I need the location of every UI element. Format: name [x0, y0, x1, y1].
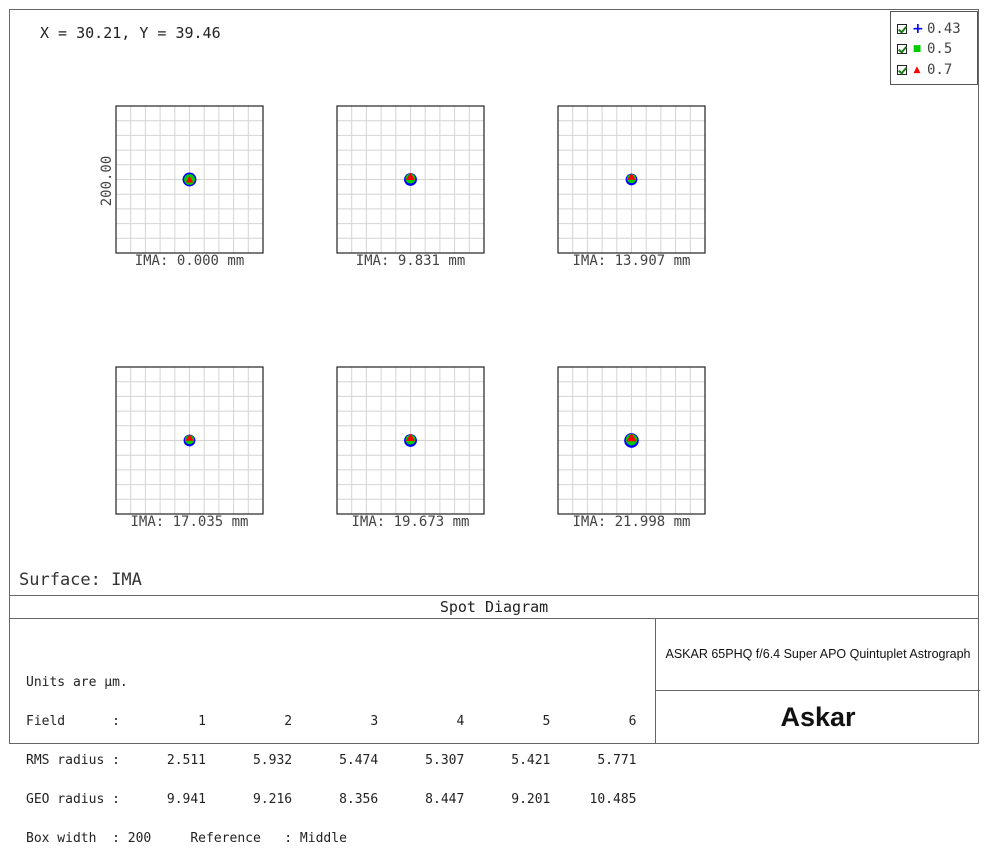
units-line: Units are µm.: [26, 675, 128, 690]
spot-label: IMA: 13.907 mm: [572, 253, 690, 269]
spot-0.7: [627, 173, 636, 180]
diagram-title: Spot Diagram: [9, 595, 979, 619]
legend-item-0.7[interactable]: ▲ 0.7: [897, 61, 952, 79]
spot-label: IMA: 17.035 mm: [130, 514, 248, 530]
triangle-marker-icon: ▲: [913, 65, 921, 75]
spot-0.7: [186, 175, 193, 183]
wavelength-legend: + 0.43 ■ 0.5 ▲ 0.7: [890, 11, 978, 85]
checkbox-icon[interactable]: [897, 65, 907, 75]
plus-marker-icon: +: [912, 21, 924, 37]
legend-item-0.43[interactable]: + 0.43: [897, 20, 961, 38]
legend-label: 0.5: [927, 41, 953, 57]
legend-label: 0.7: [927, 62, 953, 78]
field-row: Field : 1 2 3 4 5 6: [26, 714, 637, 729]
legend-label: 0.43: [927, 21, 961, 37]
spot-box-6: IMA: 21.998 mm: [557, 366, 706, 530]
spot-label: IMA: 9.831 mm: [356, 253, 466, 269]
rms-radius-row: RMS radius : 2.511 5.932 5.474 5.307 5.4…: [26, 753, 637, 768]
info-box: ASKAR 65PHQ f/6.4 Super APO Quintuplet A…: [655, 618, 980, 744]
box-width-row: Box width : 200 Reference : Middle: [26, 831, 347, 846]
checkbox-icon[interactable]: [897, 44, 907, 54]
surface-label: Surface: IMA: [19, 570, 142, 590]
spot-label: IMA: 19.673 mm: [351, 514, 469, 530]
spot-label: IMA: 21.998 mm: [572, 514, 690, 530]
plot-frame: [9, 9, 979, 744]
askar-logo: Askar: [780, 702, 856, 732]
scale-label: 200.00: [99, 156, 115, 207]
geo-radius-row: GEO radius : 9.941 9.216 8.356 8.447 9.2…: [26, 792, 637, 807]
spot-box-3: IMA: 13.907 mm: [557, 105, 706, 269]
lens-description: ASKAR 65PHQ f/6.4 Super APO Quintuplet A…: [656, 618, 980, 691]
spot-0.7: [626, 433, 637, 442]
spot-box-4: IMA: 17.035 mm: [115, 366, 264, 530]
spot-0.7: [406, 433, 415, 441]
square-marker-icon: ■: [912, 44, 922, 54]
cursor-coordinates: X = 30.21, Y = 39.46: [40, 24, 221, 42]
spot-box-2: IMA: 9.831 mm: [336, 105, 485, 269]
stats-table: Units are µm. Field : 1 2 3 4 5 6 RMS ra…: [26, 650, 636, 858]
spot-diagram-plot: 200.00 IMA: 0.000 mm IMA: 9.831 mm IMA: 13…: [99, 105, 706, 530]
spot-0.7: [405, 172, 416, 181]
spot-0.7: [185, 434, 194, 441]
legend-item-0.5[interactable]: ■ 0.5: [897, 40, 952, 58]
spot-box-1: IMA: 0.000 mm: [115, 105, 264, 269]
checkbox-icon[interactable]: [897, 24, 907, 34]
spot-box-5: IMA: 19.673 mm: [336, 366, 485, 530]
spot-label: IMA: 0.000 mm: [135, 253, 245, 269]
